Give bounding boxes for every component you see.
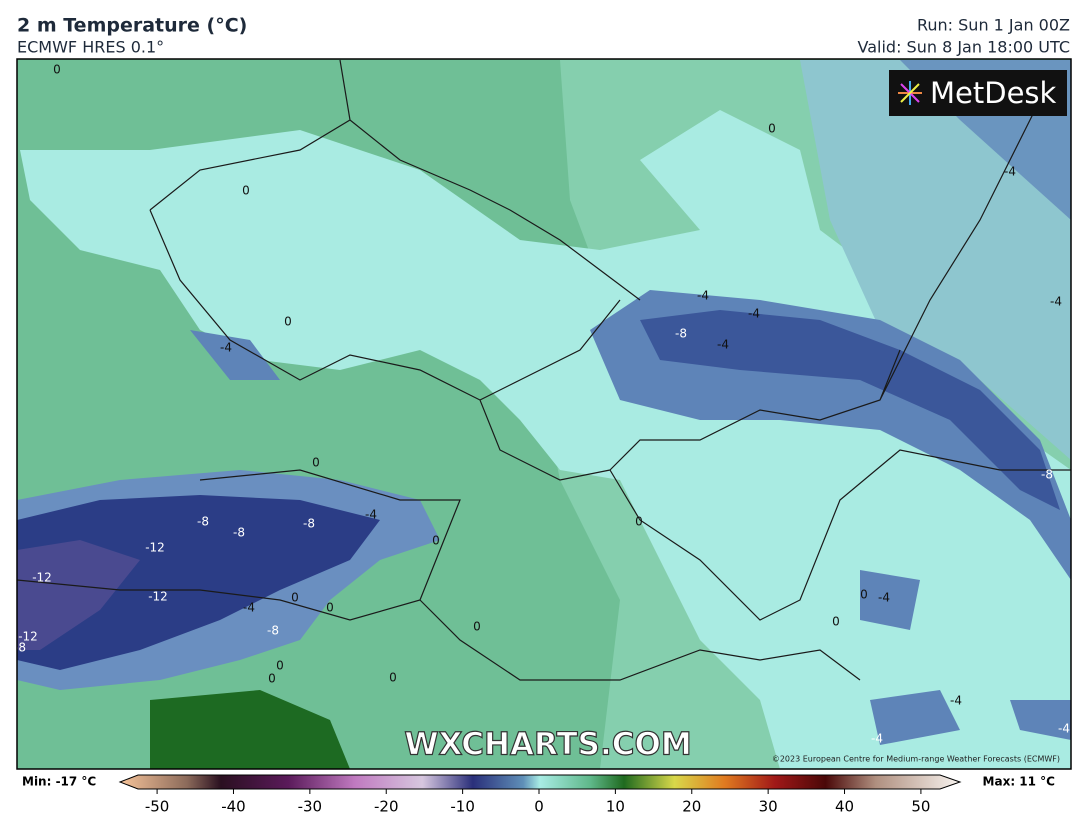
contour-label: -4	[1058, 722, 1070, 736]
contour-label: -4	[950, 694, 962, 708]
colorbar-tick-label: -40	[221, 798, 246, 816]
colorbar-tick-label: 40	[835, 798, 854, 816]
contour-label: -12	[18, 630, 38, 644]
field	[17, 495, 380, 670]
max-label: Max: 11 °C	[983, 775, 1056, 789]
contour-label: -4	[220, 341, 232, 355]
colorbar-tick-label: -10	[450, 798, 475, 816]
contour-label: 0	[832, 615, 840, 629]
contour-label: 0	[635, 515, 643, 529]
contour-label: -8	[267, 624, 279, 638]
borders	[17, 59, 1071, 681]
contour-label: -4	[717, 338, 729, 352]
colorbar	[118, 774, 962, 790]
contour-label: -8	[197, 515, 209, 529]
contour-label: 0	[291, 591, 299, 605]
contour-label: 0	[312, 456, 320, 470]
contour-label: 0	[268, 672, 276, 686]
subtitle: ECMWF HRES 0.1°	[17, 38, 164, 57]
contour-label: 0	[860, 588, 868, 602]
contour-label: -4	[697, 289, 709, 303]
contour-label: 0	[53, 63, 61, 77]
colorbar-tick-label: 50	[911, 798, 930, 816]
colorbar-tick-label: 30	[759, 798, 778, 816]
contour-label: 0	[326, 601, 334, 615]
title: 2 m Temperature (°C)	[17, 15, 247, 37]
contour-label: -12	[32, 571, 52, 585]
copyright: ©2023 European Centre for Medium-range W…	[772, 755, 1060, 764]
contour-label: -4	[871, 732, 883, 746]
colorbar-tick-label: 0	[534, 798, 544, 816]
field	[17, 540, 140, 650]
field	[640, 310, 1060, 510]
contour-label: -4	[1050, 295, 1062, 309]
contour-label: 0	[768, 122, 776, 136]
contour-label: 0	[276, 659, 284, 673]
contour-label: 0	[284, 315, 292, 329]
contour-label: -8	[233, 526, 245, 540]
contour-label: -4	[1004, 165, 1016, 179]
logo-text: MetDesk	[930, 76, 1057, 110]
colorbar-ticks: -50 -40 -30 -20 -10 0 10 20 30 40 50	[145, 789, 930, 816]
contour-label: 0	[389, 671, 397, 685]
contour-label: -4	[748, 307, 760, 321]
colorbar-tick-label: -50	[145, 798, 170, 816]
contour-label: -8	[1041, 468, 1053, 482]
contour-label: -8	[14, 641, 26, 655]
watermark: WXCHARTS.COM	[404, 727, 691, 763]
contour-label: -12	[145, 541, 165, 555]
run-time: Run: Sun 1 Jan 00Z	[917, 16, 1070, 35]
map-area: 00-40-4 -4-40-8-4-40-8-8-8-8-400-12-12-12…	[14, 59, 1071, 769]
colorbar-tick-label: -20	[374, 798, 399, 816]
contour-label: -8	[675, 327, 687, 341]
contour-label: -4	[878, 591, 890, 605]
logo-icon	[898, 81, 922, 105]
contour-labels: 00-40-4 -4-40-8-4-40-8-8-8-8-400-12-12-12…	[14, 63, 1070, 746]
contour-label: -4	[365, 508, 377, 522]
contour-label: -4	[243, 601, 255, 615]
valid-time: Valid: Sun 8 Jan 18:00 UTC	[858, 38, 1070, 57]
contour-label: -12	[148, 590, 168, 604]
colorbar-tick-label: 10	[606, 798, 625, 816]
field	[800, 60, 1071, 460]
colorbar-tick-label: -30	[298, 798, 323, 816]
colorbar-tick-label: 20	[682, 798, 701, 816]
min-label: Min: -17 °C	[22, 775, 96, 789]
contour-label: -8	[303, 517, 315, 531]
field	[20, 110, 1071, 769]
contour-label: 0	[242, 184, 250, 198]
contour-label: 0	[432, 534, 440, 548]
field	[150, 690, 350, 769]
contour-label: 0	[473, 620, 481, 634]
map-frame	[16, 58, 1072, 770]
